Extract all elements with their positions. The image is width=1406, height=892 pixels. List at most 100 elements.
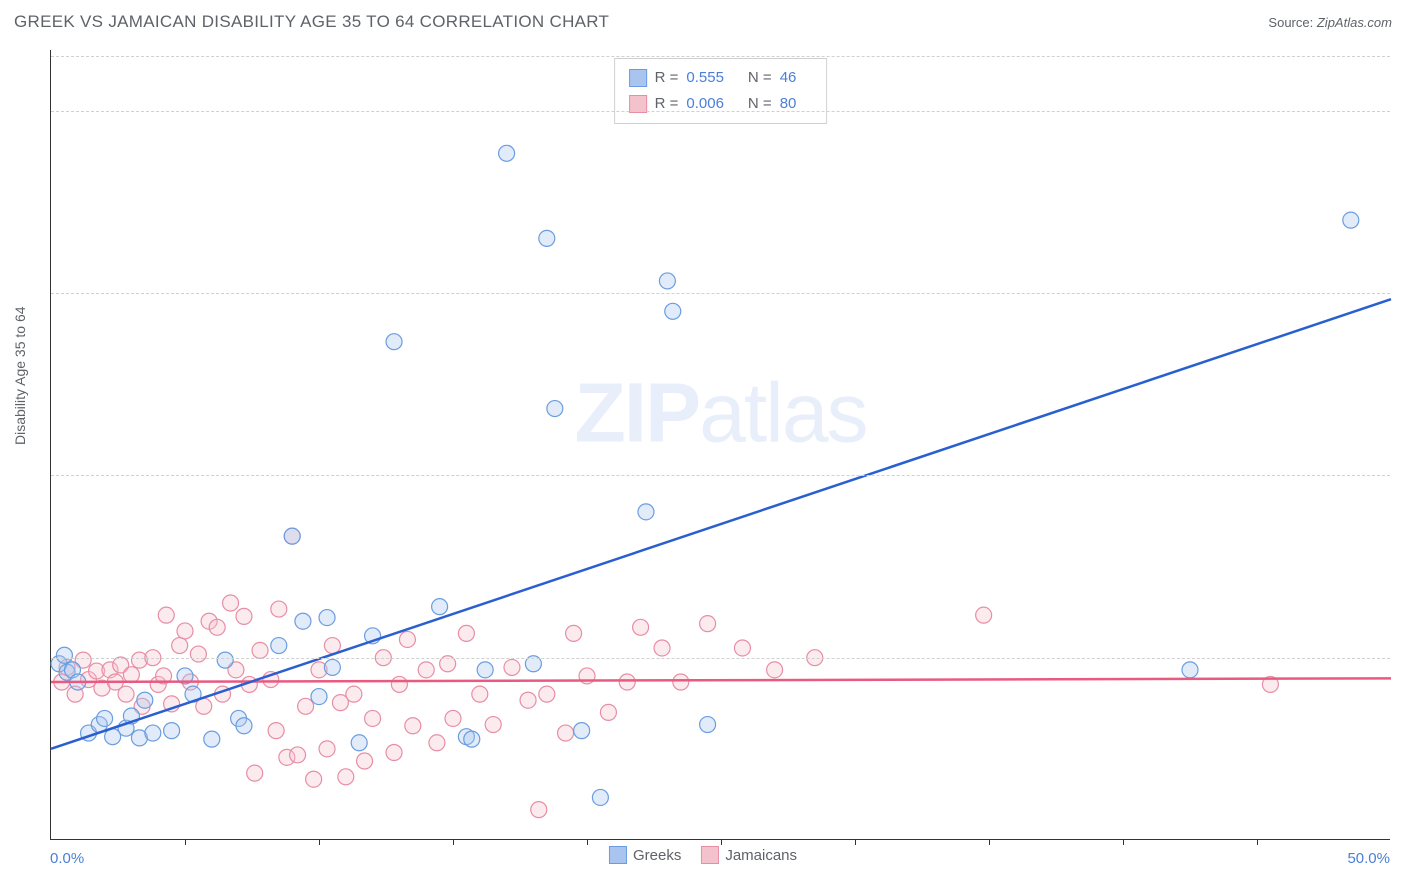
y-axis-title: Disability Age 35 to 64	[12, 306, 28, 445]
grid-line	[51, 56, 1390, 57]
data-point	[633, 619, 649, 635]
data-point	[659, 273, 675, 289]
data-point	[247, 765, 263, 781]
x-tick	[587, 839, 588, 845]
data-point	[504, 659, 520, 675]
data-point	[158, 607, 174, 623]
y-tick-label: 60.0%	[1398, 102, 1406, 119]
data-point	[976, 607, 992, 623]
data-point	[477, 662, 493, 678]
data-point	[357, 753, 373, 769]
data-point	[324, 659, 340, 675]
data-point	[268, 723, 284, 739]
grid-line	[51, 475, 1390, 476]
data-point	[485, 717, 501, 733]
data-point	[118, 686, 134, 702]
plot-area: ZIPatlas R = 0.555 N = 46 R = 0.006 N = …	[50, 50, 1390, 840]
data-point	[236, 608, 252, 624]
data-point	[638, 504, 654, 520]
data-point	[539, 230, 555, 246]
x-tick	[855, 839, 856, 845]
chart-title: GREEK VS JAMAICAN DISABILITY AGE 35 TO 6…	[14, 12, 609, 32]
data-point	[137, 692, 153, 708]
data-point	[499, 145, 515, 161]
data-point	[619, 674, 635, 690]
data-point	[445, 710, 461, 726]
grid-line	[51, 658, 1390, 659]
data-point	[386, 334, 402, 350]
x-tick	[453, 839, 454, 845]
legend-label-jamaicans: Jamaicans	[725, 847, 797, 864]
x-axis-label-min: 0.0%	[50, 850, 84, 867]
legend-swatch-greeks-2	[609, 846, 627, 864]
data-point	[145, 725, 161, 741]
data-point	[311, 689, 327, 705]
data-point	[405, 718, 421, 734]
x-tick	[1123, 839, 1124, 845]
x-tick	[1257, 839, 1258, 845]
data-point	[346, 686, 362, 702]
data-point	[123, 667, 139, 683]
data-point	[177, 623, 193, 639]
data-point	[558, 725, 574, 741]
data-point	[464, 731, 480, 747]
legend-item-greeks: Greeks	[609, 846, 681, 864]
chart-source: Source: ZipAtlas.com	[1268, 15, 1392, 30]
data-point	[418, 662, 434, 678]
data-point	[1343, 212, 1359, 228]
data-point	[1182, 662, 1198, 678]
data-point	[767, 662, 783, 678]
data-point	[290, 747, 306, 763]
x-tick	[989, 839, 990, 845]
data-point	[319, 610, 335, 626]
data-point	[472, 686, 488, 702]
data-point	[734, 640, 750, 656]
data-point	[700, 717, 716, 733]
data-point	[547, 401, 563, 417]
data-point	[665, 303, 681, 319]
source-value: ZipAtlas.com	[1317, 15, 1392, 30]
data-point	[252, 642, 268, 658]
data-point	[319, 741, 335, 757]
data-point	[190, 646, 206, 662]
source-label: Source:	[1268, 15, 1313, 30]
data-point	[209, 619, 225, 635]
data-point	[458, 625, 474, 641]
y-tick-label: 45.0%	[1398, 285, 1406, 302]
data-point	[700, 616, 716, 632]
x-axis-label-max: 50.0%	[1347, 850, 1390, 867]
data-point	[351, 735, 367, 751]
data-point	[97, 710, 113, 726]
data-point	[520, 692, 536, 708]
legend-swatch-jamaicans-2	[701, 846, 719, 864]
y-tick-label: 30.0%	[1398, 467, 1406, 484]
data-point	[539, 686, 555, 702]
data-point	[600, 704, 616, 720]
chart-header: GREEK VS JAMAICAN DISABILITY AGE 35 TO 6…	[0, 0, 1406, 44]
data-point	[324, 638, 340, 654]
data-point	[592, 789, 608, 805]
x-tick	[185, 839, 186, 845]
data-point	[654, 640, 670, 656]
data-point	[399, 631, 415, 647]
data-point	[223, 595, 239, 611]
data-point	[298, 698, 314, 714]
data-point	[295, 613, 311, 629]
data-point	[56, 647, 72, 663]
legend-label-greeks: Greeks	[633, 847, 681, 864]
data-point	[365, 710, 381, 726]
data-point	[271, 601, 287, 617]
data-point	[429, 735, 445, 751]
legend-item-jamaicans: Jamaicans	[701, 846, 797, 864]
data-point	[217, 652, 233, 668]
chart-svg	[51, 50, 1390, 839]
grid-line	[51, 111, 1390, 112]
data-point	[386, 744, 402, 760]
data-point	[391, 676, 407, 692]
legend-series: Greeks Jamaicans	[609, 846, 797, 864]
data-point	[574, 723, 590, 739]
x-tick	[319, 839, 320, 845]
data-point	[271, 638, 287, 654]
data-point	[164, 723, 180, 739]
chart-container: GREEK VS JAMAICAN DISABILITY AGE 35 TO 6…	[0, 0, 1406, 892]
